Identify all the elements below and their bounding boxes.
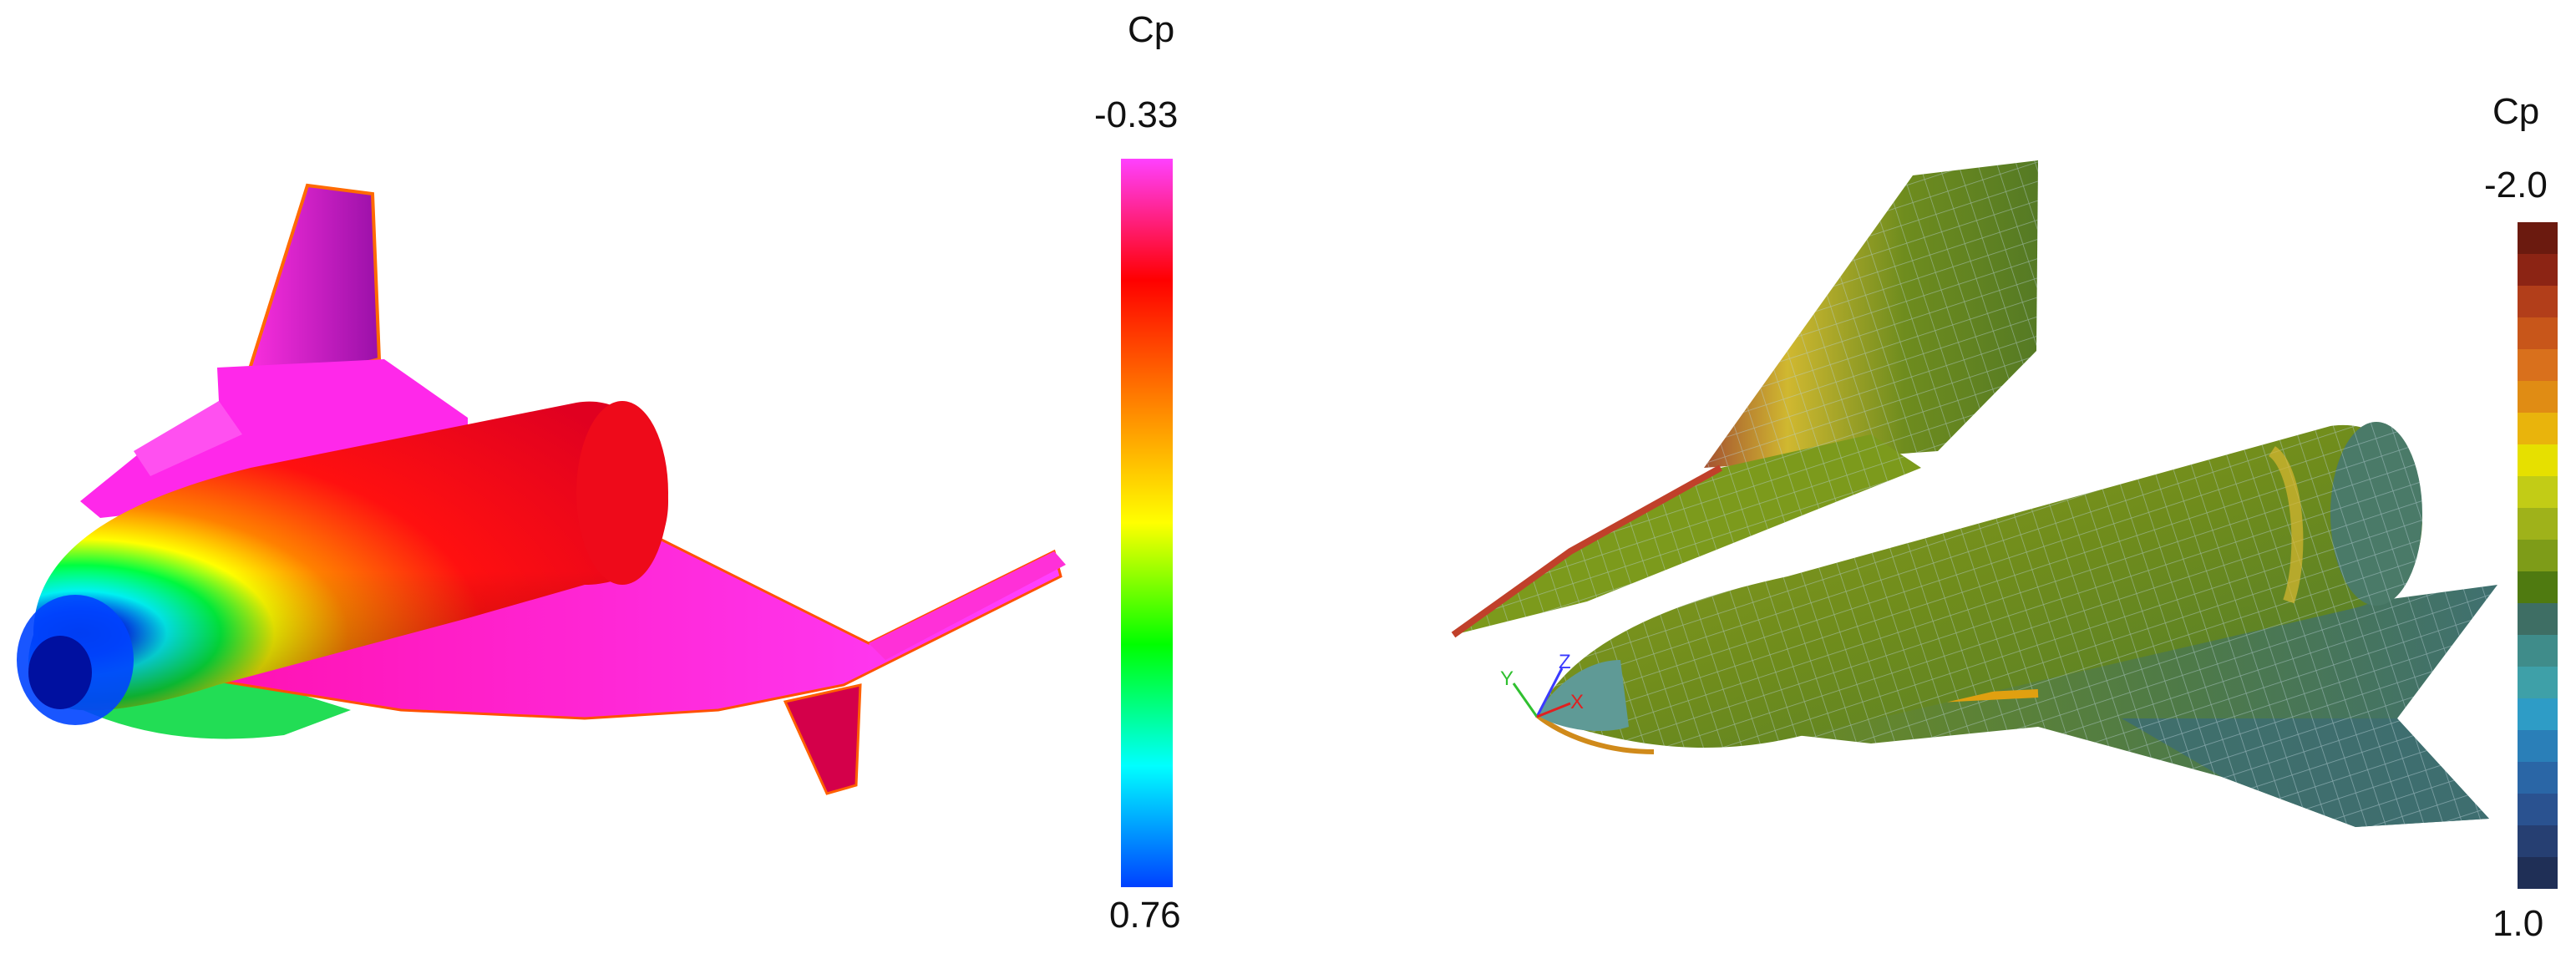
right-tail-fin (1704, 160, 2038, 468)
right-nose (1537, 660, 1629, 732)
right-colorbar-segment (2518, 603, 2558, 635)
right-colorbar-segment (2518, 571, 2558, 603)
right-colorbar-segment (2518, 381, 2558, 413)
left-fuselage (17, 401, 669, 725)
right-colorbar-segment (2518, 476, 2558, 508)
left-aircraft-render (17, 183, 1066, 795)
right-colorbar-segment (2518, 349, 2558, 381)
right-colorbar-segment (2518, 222, 2558, 254)
right-colorbar-segment (2518, 667, 2558, 698)
right-colorbar-title: Cp (2492, 91, 2540, 132)
left-colorbar-min-label: 0.76 (1109, 895, 1181, 936)
right-colorbar-segment (2518, 508, 2558, 540)
right-colorbar-segment (2518, 635, 2558, 667)
axis-z-label: Z (1559, 651, 1571, 673)
left-colorbar (1121, 159, 1173, 887)
right-colorbar-segment (2518, 857, 2558, 889)
right-colorbar (2518, 222, 2558, 889)
right-ventral-fin (2122, 718, 2489, 827)
left-ventral-fin (783, 683, 862, 795)
left-panel: Cp -0.33 0.76 (0, 0, 1286, 954)
right-panel: Z Y X Cp -2.0 1.0 (1286, 0, 2576, 954)
right-colorbar-segment (2518, 762, 2558, 794)
left-upper-deck (80, 359, 468, 518)
right-colorbar-segment (2518, 825, 2558, 857)
right-colorbar-min-label: 1.0 (2492, 903, 2544, 944)
left-colorbar-max-label: -0.33 (1094, 94, 1179, 135)
right-colorbar-segment (2518, 698, 2558, 730)
right-colorbar-segment (2518, 444, 2558, 476)
right-colorbar-segment (2518, 794, 2558, 825)
right-colorbar-max-label: -2.0 (2484, 165, 2548, 206)
right-colorbar-segment (2518, 254, 2558, 286)
right-colorbar-segment (2518, 286, 2558, 317)
axis-y-label: Y (1500, 667, 1514, 690)
right-fuselage (1535, 422, 2422, 754)
right-colorbar-segment (2518, 730, 2558, 762)
right-upper-strake (1451, 434, 1921, 638)
right-aircraft-render: Z Y X (1451, 160, 2497, 827)
right-colorbar-segment (2518, 540, 2558, 571)
right-colorbar-segment (2518, 317, 2558, 349)
left-colorbar-title: Cp (1128, 9, 1175, 50)
right-colorbar-segment (2518, 413, 2558, 444)
axis-triad-icon: Z Y X (1500, 651, 1584, 718)
axis-x-label: X (1570, 691, 1584, 713)
